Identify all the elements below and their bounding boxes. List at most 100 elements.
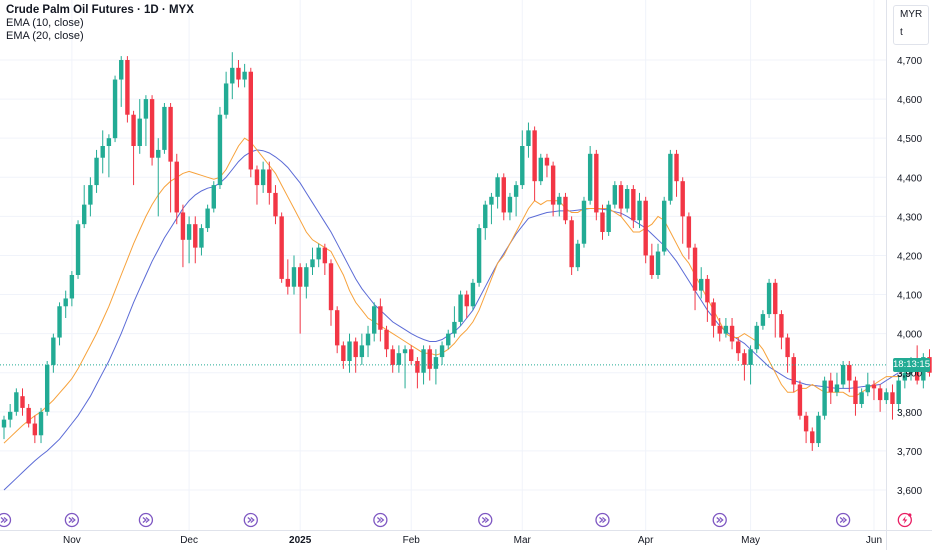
candle-body: [32, 423, 38, 436]
candle-body: [526, 130, 531, 146]
candle-body: [489, 196, 494, 205]
time-axis[interactable]: NovDec2025FebMarAprMayJunJul: [63, 535, 932, 546]
candle-body: [649, 255, 655, 275]
candle-body: [816, 415, 821, 444]
candle-body: [513, 185, 519, 197]
y-tick-label: 3,800: [897, 408, 922, 419]
candle-body: [199, 228, 204, 248]
candle-body: [569, 220, 574, 268]
candle-body: [538, 157, 543, 182]
candle-body: [668, 153, 673, 201]
double-chevron-icon: [481, 517, 490, 523]
ema10-legend[interactable]: EMA (10, close): [6, 17, 84, 29]
candle-body: [88, 185, 93, 205]
candle-body: [624, 189, 630, 209]
candle-body: [1, 419, 7, 428]
event-icon[interactable]: [243, 512, 258, 528]
candle-body: [711, 302, 716, 326]
x-tick-label: Apr: [638, 535, 654, 546]
candle-body: [748, 349, 753, 365]
event-icon[interactable]: [138, 512, 154, 528]
price-axis[interactable]: 3,600 3,700 3,800 3,900 4,000 4,100 4,200 4,300…: [897, 56, 922, 497]
candle-body: [186, 224, 192, 240]
candle-body: [180, 212, 186, 240]
candle-body: [760, 314, 766, 326]
x-tick-label: Nov: [63, 535, 81, 546]
candle-body: [853, 380, 858, 404]
event-icon[interactable]: [478, 512, 493, 528]
candle-body: [119, 60, 124, 80]
event-icon-ring: [0, 512, 12, 528]
candle-body: [242, 71, 247, 80]
events-layer[interactable]: [0, 512, 932, 528]
candle-body: [797, 384, 803, 416]
candle-body: [532, 130, 537, 182]
candle-body: [75, 224, 81, 275]
candle-body: [433, 357, 439, 369]
candle-body: [137, 118, 142, 146]
candle-body: [26, 407, 31, 424]
candle-body: [82, 204, 87, 225]
candle-body: [483, 204, 488, 229]
event-icon[interactable]: [595, 512, 610, 528]
candle-body: [384, 329, 389, 350]
candle-body: [902, 372, 908, 381]
candle-body: [162, 106, 167, 150]
candle-body: [230, 67, 235, 84]
candle-body: [736, 341, 741, 354]
candle-body: [439, 345, 445, 358]
candle-body: [94, 157, 99, 186]
candle-body: [877, 388, 883, 401]
event-icon[interactable]: [64, 512, 80, 528]
candle-body: [378, 306, 383, 330]
double-chevron-icon: [142, 517, 150, 523]
candle-body: [729, 325, 735, 342]
event-alert-icon[interactable]: [897, 512, 912, 528]
candle-body: [156, 149, 161, 158]
candle-body: [402, 349, 408, 354]
candle-body: [291, 267, 297, 287]
candle-body: [865, 384, 870, 393]
candle-body: [211, 185, 216, 209]
candle-body: [803, 415, 809, 432]
candle-body: [847, 364, 852, 381]
candle-body: [563, 196, 568, 221]
candle-body: [464, 294, 469, 307]
event-icon[interactable]: [373, 512, 388, 528]
candle-body: [600, 212, 605, 232]
candle-body: [112, 79, 118, 139]
y-tick-label: 4,000: [897, 330, 922, 341]
candle-body: [372, 306, 377, 334]
candle-body: [840, 364, 846, 385]
countdown-tag: 18:13:15: [893, 358, 930, 372]
candle-body: [7, 411, 13, 420]
x-tick-label: Feb: [403, 535, 421, 546]
candle-body: [223, 83, 229, 115]
candle-body: [791, 357, 796, 385]
y-tick-label: 4,100: [897, 291, 922, 302]
candle-body: [544, 157, 550, 166]
event-icon[interactable]: [835, 512, 851, 528]
candle-body: [674, 153, 679, 182]
candle-body: [810, 431, 815, 444]
symbol-title[interactable]: Crude Palm Oil Futures · 1D · MYX: [6, 4, 194, 16]
ema20-legend[interactable]: EMA (20, close): [6, 30, 84, 42]
event-icon[interactable]: [712, 512, 727, 528]
y-tick-label: 3,600: [897, 486, 922, 497]
candle-body: [557, 196, 562, 205]
ema20-line: [3, 149, 899, 491]
unit-label: t: [900, 27, 903, 38]
candle-body: [859, 392, 864, 404]
candle-body: [254, 169, 260, 186]
candle-body: [661, 200, 667, 252]
x-tick-label: May: [741, 535, 760, 546]
candle-body: [495, 177, 500, 197]
candle-body: [390, 349, 395, 365]
candle-body: [828, 380, 833, 393]
event-icon[interactable]: [0, 512, 12, 528]
candle-body: [705, 278, 710, 303]
currency-unit-box[interactable]: MYR t: [893, 5, 929, 45]
